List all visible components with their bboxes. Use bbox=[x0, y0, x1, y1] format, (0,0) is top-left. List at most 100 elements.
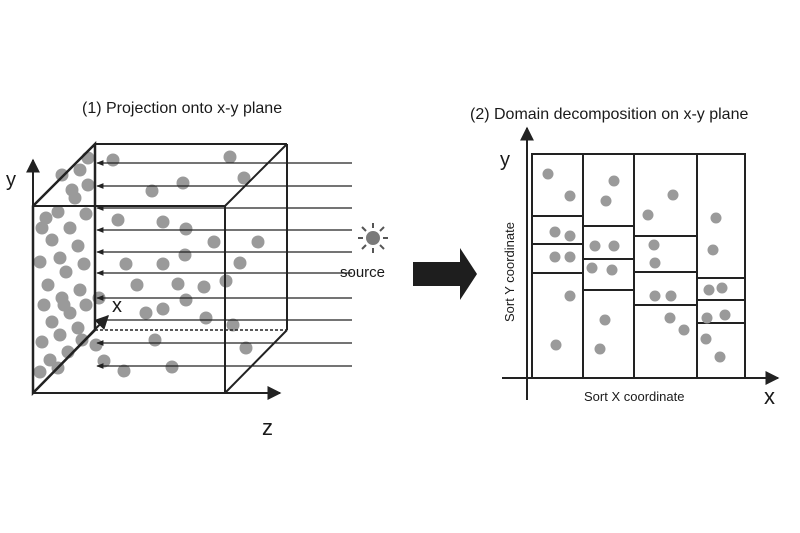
domain-grid bbox=[531, 153, 746, 379]
domain-particle bbox=[678, 324, 690, 336]
projected-particle bbox=[73, 163, 87, 177]
domain-particle bbox=[716, 282, 728, 294]
projected-particle bbox=[73, 283, 87, 297]
right-panel-title: (2) Domain decomposition on x-y plane bbox=[470, 106, 748, 123]
projected-particle bbox=[65, 183, 79, 197]
projected-particle bbox=[33, 255, 47, 269]
domain-particle bbox=[586, 262, 598, 274]
domain-particle bbox=[608, 240, 620, 252]
z-axis-label: z bbox=[262, 415, 273, 440]
projected-particle bbox=[33, 365, 47, 379]
right-arrow-icon bbox=[413, 248, 477, 300]
right-axes bbox=[502, 126, 780, 400]
domain-particle bbox=[599, 314, 611, 326]
projected-particle bbox=[63, 221, 77, 235]
domain-particle bbox=[594, 343, 606, 355]
right-x-axis-label: x bbox=[764, 384, 775, 409]
left-axes bbox=[26, 158, 282, 400]
particle bbox=[176, 176, 190, 190]
projected-particle bbox=[51, 205, 65, 219]
domain-particle bbox=[648, 239, 660, 251]
domain-particle bbox=[664, 312, 676, 324]
domain-particle bbox=[642, 209, 654, 221]
domain-particle bbox=[549, 251, 561, 263]
particle bbox=[148, 333, 162, 347]
particle bbox=[130, 278, 144, 292]
right-panel: (2) Domain decomposition on x-y plane y … bbox=[470, 106, 780, 409]
particle bbox=[117, 364, 131, 378]
right-y-axis-label: y bbox=[500, 149, 510, 171]
projected-particle bbox=[39, 211, 53, 225]
projected-particle bbox=[53, 328, 67, 342]
sort-x-label: Sort X coordinate bbox=[584, 389, 684, 404]
projected-particle bbox=[81, 178, 95, 192]
projected-particle bbox=[71, 321, 85, 335]
domain-particle bbox=[665, 290, 677, 302]
domain-particle bbox=[564, 290, 576, 302]
projected-particle bbox=[71, 239, 85, 253]
left-panel-title: (1) Projection onto x-y plane bbox=[82, 100, 282, 117]
domain-particle bbox=[701, 312, 713, 324]
particle bbox=[145, 184, 159, 198]
source-label: source bbox=[340, 264, 385, 281]
projected-particle bbox=[75, 333, 89, 347]
x-axis-label: x bbox=[112, 295, 122, 317]
domain-particle bbox=[589, 240, 601, 252]
particle bbox=[223, 150, 237, 164]
projected-particle bbox=[81, 151, 95, 165]
particle bbox=[197, 280, 211, 294]
domain-particle bbox=[542, 168, 554, 180]
particle bbox=[156, 215, 170, 229]
particle bbox=[171, 277, 185, 291]
cube-particles bbox=[89, 150, 265, 378]
projected-particle bbox=[41, 278, 55, 292]
projected-particle bbox=[45, 233, 59, 247]
projected-particle bbox=[45, 315, 59, 329]
particle bbox=[89, 338, 103, 352]
domain-particle bbox=[550, 339, 562, 351]
particle bbox=[165, 360, 179, 374]
particle bbox=[237, 171, 251, 185]
domain-particle bbox=[549, 226, 561, 238]
domain-bounds bbox=[531, 153, 746, 379]
projected-particle bbox=[77, 257, 91, 271]
projected-particle bbox=[59, 265, 73, 279]
projected-particle bbox=[35, 335, 49, 349]
sun-icon bbox=[358, 223, 388, 253]
y-axis-label: y bbox=[6, 169, 16, 191]
domain-particle bbox=[719, 309, 731, 321]
particle bbox=[156, 257, 170, 271]
projected-particle bbox=[53, 251, 67, 265]
particle bbox=[179, 222, 193, 236]
domain-particle bbox=[649, 290, 661, 302]
particle bbox=[199, 311, 213, 325]
domain-particle bbox=[608, 175, 620, 187]
domain-particle bbox=[714, 351, 726, 363]
particle bbox=[111, 213, 125, 227]
particle bbox=[226, 318, 240, 332]
domain-particles bbox=[542, 168, 731, 363]
projected-particle bbox=[35, 221, 49, 235]
projected-particle bbox=[57, 298, 71, 312]
particle bbox=[119, 257, 133, 271]
domain-particle bbox=[564, 230, 576, 242]
domain-particle bbox=[703, 284, 715, 296]
projected-particles bbox=[33, 151, 95, 379]
particle bbox=[251, 235, 265, 249]
particle bbox=[207, 235, 221, 249]
particle bbox=[106, 153, 120, 167]
left-panel: (1) Projection onto x-y plane y x z bbox=[6, 100, 388, 440]
particle bbox=[179, 293, 193, 307]
particle bbox=[233, 256, 247, 270]
particle bbox=[139, 306, 153, 320]
particle bbox=[156, 302, 170, 316]
projected-particle bbox=[79, 207, 93, 221]
domain-particle bbox=[564, 251, 576, 263]
particle bbox=[239, 341, 253, 355]
domain-particle bbox=[707, 244, 719, 256]
domain-particle bbox=[649, 257, 661, 269]
projected-particle bbox=[79, 298, 93, 312]
x-axis bbox=[32, 314, 109, 394]
domain-particle bbox=[710, 212, 722, 224]
